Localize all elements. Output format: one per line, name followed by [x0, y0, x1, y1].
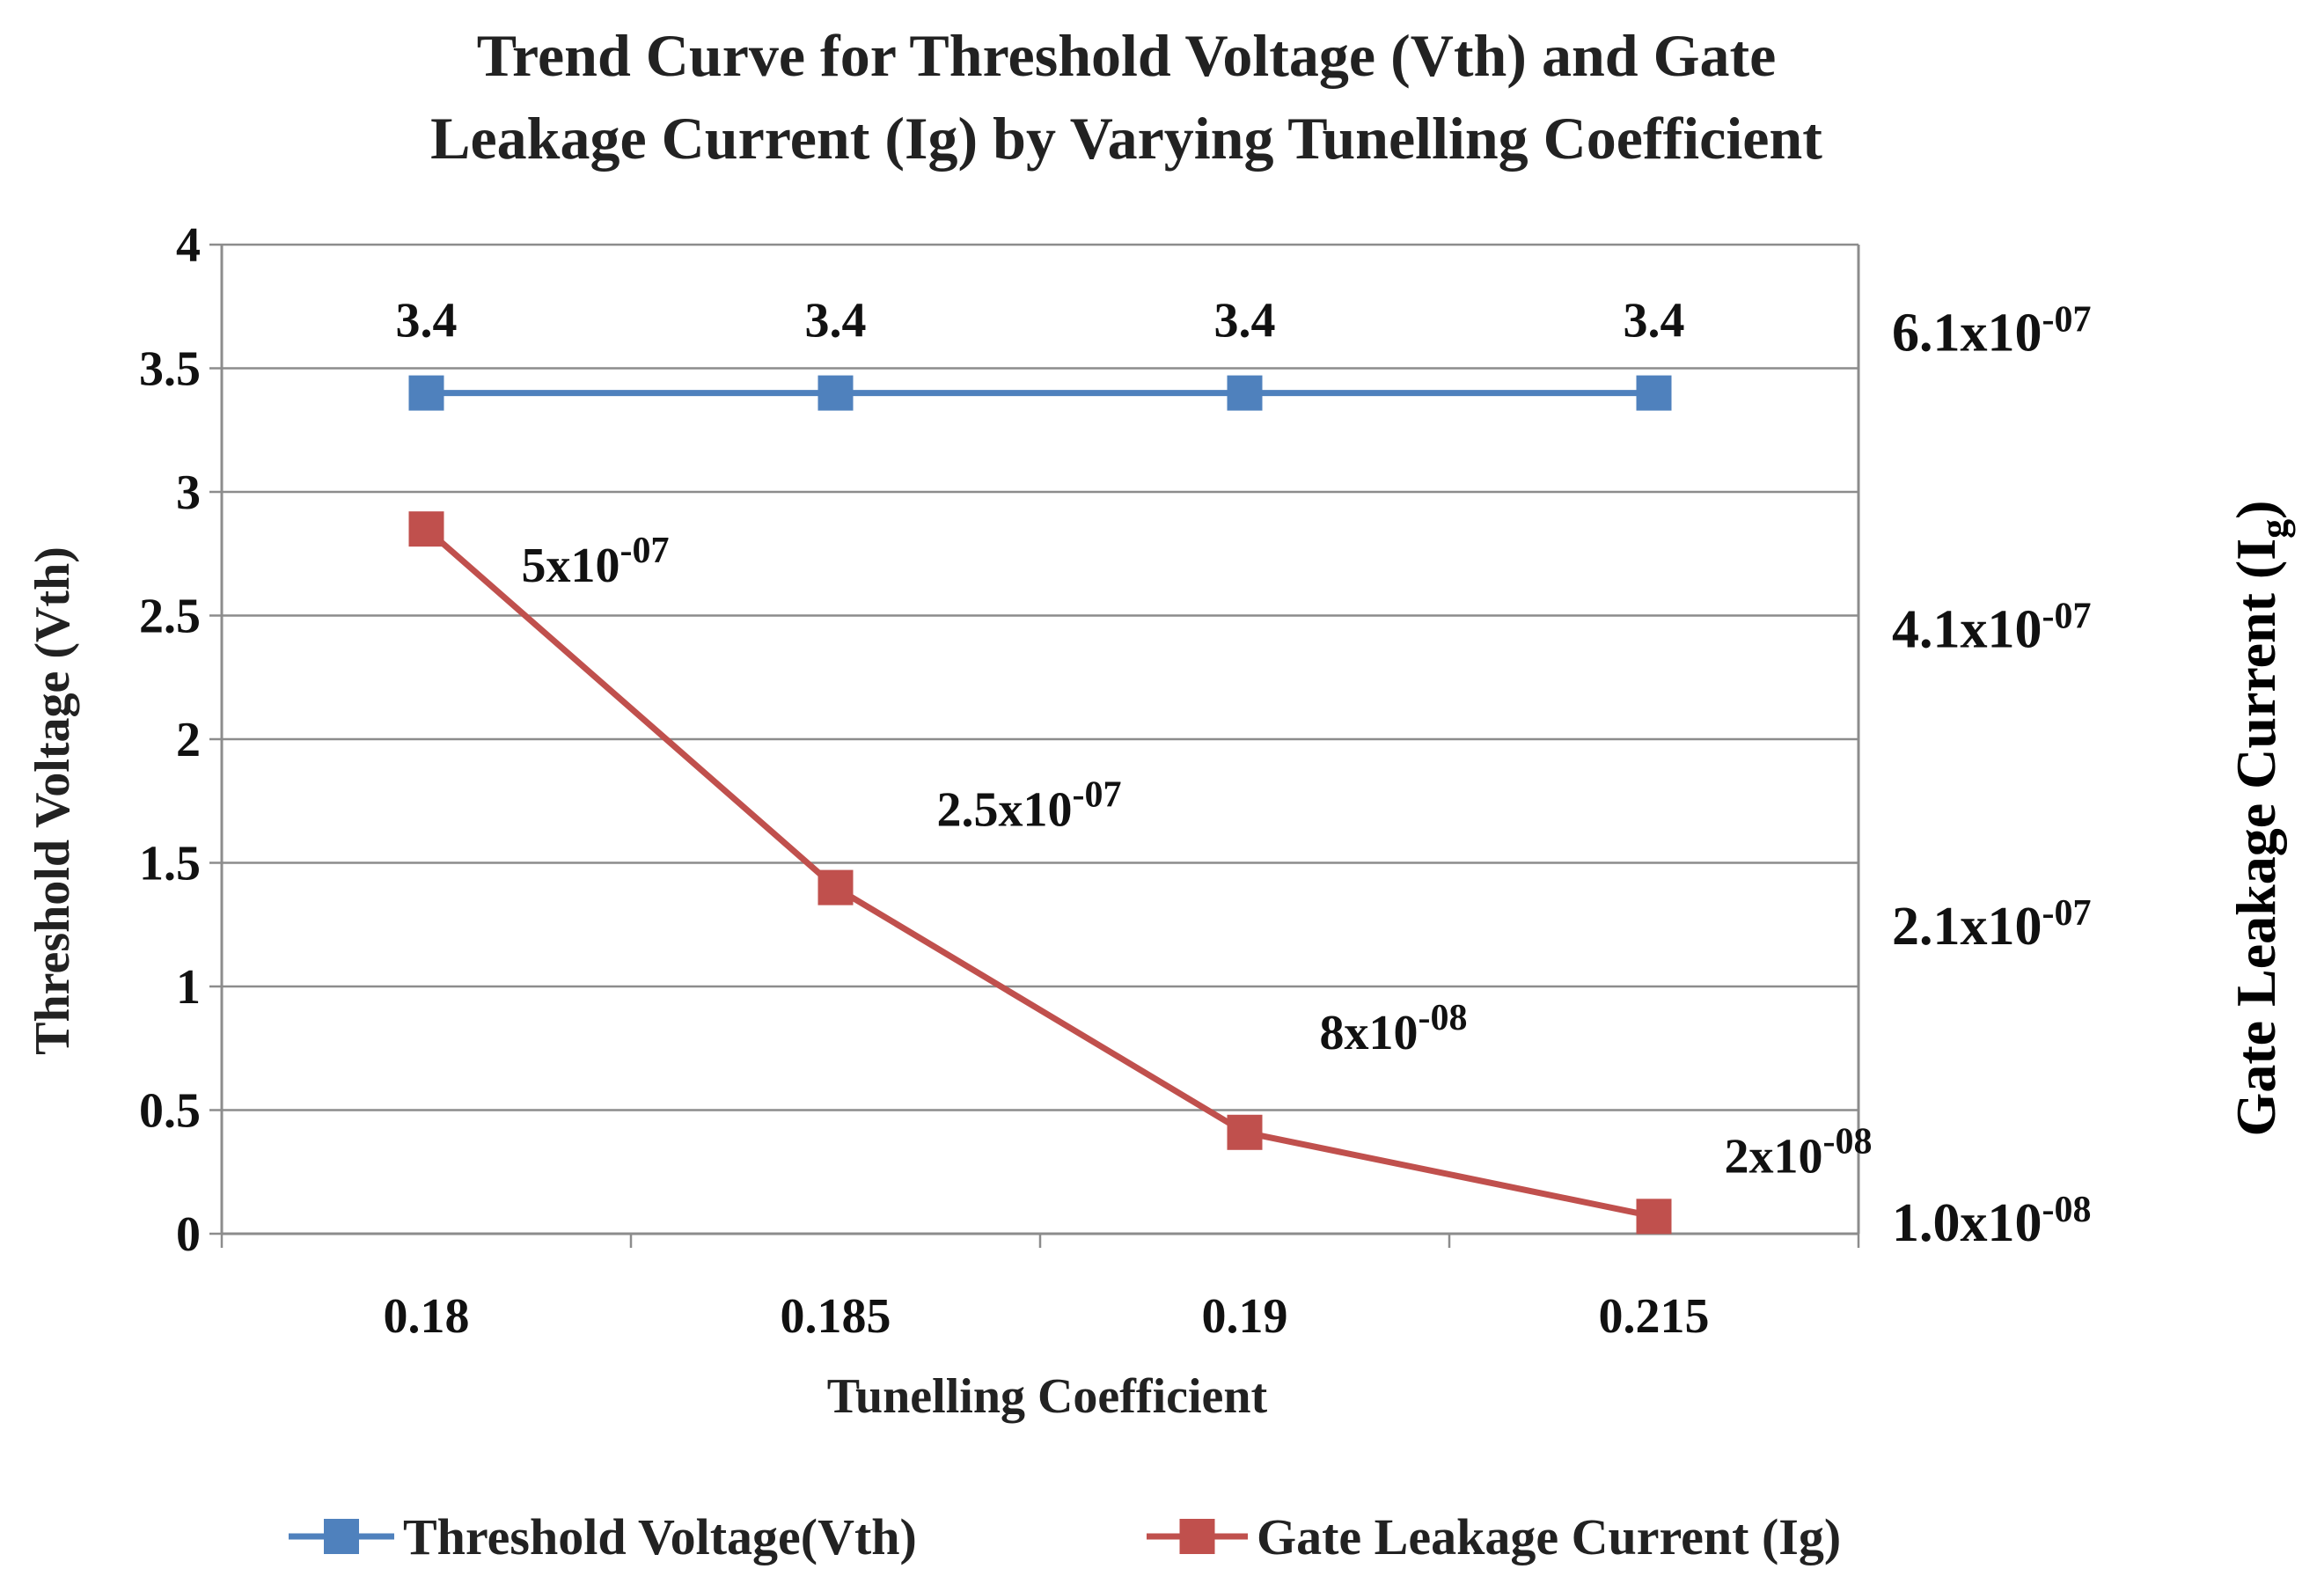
- y-tick-label: 0.5: [139, 1084, 201, 1139]
- y2-tick-label-exponent: -08: [2042, 1190, 2092, 1230]
- y2-tick-label-exponent: -07: [2042, 299, 2092, 340]
- legend: Threshold Voltage(Vth) Gate Leakage Curre…: [289, 1508, 1841, 1565]
- data-label-ig: 8x10-08: [1320, 998, 1468, 1060]
- y-tick-label: 2.5: [139, 590, 201, 644]
- x-axis-label: Tunelling Coefficient: [827, 1369, 1268, 1424]
- y2-tick-label-base: 4.1x10: [1892, 600, 2042, 660]
- data-label-ig-base: 2x10: [1725, 1129, 1823, 1184]
- y-tick-label: 3.5: [139, 342, 201, 397]
- y-axis-label: Threshold Voltage (Vth): [26, 546, 80, 1055]
- data-label-ig-exponent: -08: [1823, 1121, 1873, 1162]
- data-label-ig: 2x10-08: [1725, 1121, 1873, 1184]
- data-label-vth-base: 3.4: [1624, 294, 1685, 348]
- y-tick-label: 1.5: [139, 837, 201, 891]
- y-tick-label: 3: [176, 466, 201, 520]
- x-tick-label: 0.19: [1202, 1289, 1288, 1344]
- data-labels: 3.4 3.4 3.4 3.45x10-072.5x10-078x10-082x10-…: [396, 294, 1873, 1184]
- series-marker-gate-leakage-current: [408, 511, 444, 547]
- data-label-ig: 2.5x10-07: [937, 775, 1122, 838]
- y2-tick-label: 2.1x10-07: [1892, 893, 2092, 957]
- series-marker-gate-leakage-current: [1227, 1114, 1263, 1150]
- y2-axis-label-close: ): [2225, 501, 2287, 519]
- y-tick-label: 0: [176, 1207, 201, 1262]
- y2-axis-ticks: 1.0x10-082.1x10-074.1x10-076.1x10-07: [1892, 299, 2092, 1253]
- data-label-vth-base: 3.4: [396, 294, 458, 348]
- y2-axis-label: Gate Leakage Current (Ig): [2225, 501, 2296, 1137]
- series-marker-threshold-voltage: [1636, 375, 1672, 411]
- y2-tick-label: 1.0x10-08: [1892, 1190, 2092, 1253]
- y2-tick-label-base: 1.0x10: [1892, 1193, 2042, 1253]
- data-label-ig-base: 5x10: [522, 539, 620, 593]
- y2-tick-label: 4.1x10-07: [1892, 597, 2092, 660]
- y2-axis-label-subscript: g: [2253, 519, 2296, 539]
- y2-axis-label-text: Gate Leakage Current (I: [2225, 539, 2287, 1137]
- chart-title-line-1: Trend Curve for Threshold Voltage (Vth) …: [477, 22, 1777, 89]
- series-line-gate-leakage-current: [424, 526, 1655, 1220]
- x-tick-label: 0.18: [384, 1289, 470, 1344]
- data-label-vth: 3.4: [1624, 294, 1685, 348]
- data-label-ig-exponent: -08: [1419, 998, 1468, 1038]
- y2-tick-label-base: 2.1x10: [1892, 897, 2042, 957]
- y-tick-label: 1: [176, 960, 201, 1015]
- y2-tick-label-base: 6.1x10: [1892, 303, 2042, 363]
- y-tick-label: 2: [176, 713, 201, 767]
- legend-swatch-marker: [1179, 1519, 1215, 1554]
- data-label-ig-base: 2.5x10: [937, 783, 1073, 838]
- y-axis-ticks: 0 0.5 1 1.5 2 2.5 3 3.5 4: [139, 218, 222, 1262]
- y-tick-label: 4: [176, 218, 201, 273]
- gridlines: [222, 243, 1858, 1111]
- data-label-vth: 3.4: [396, 294, 458, 348]
- legend-label: Threshold Voltage(Vth): [403, 1508, 917, 1565]
- data-label-vth-base: 3.4: [1214, 294, 1276, 348]
- series-marker-gate-leakage-current: [817, 869, 854, 905]
- series-marker-gate-leakage-current: [1636, 1199, 1672, 1235]
- data-label-vth: 3.4: [1214, 294, 1276, 348]
- chart-title-line-2: Leakage Current (Ig) by Varying Tunellin…: [430, 105, 1822, 172]
- series-marker-threshold-voltage: [817, 375, 854, 411]
- legend-swatch-marker: [324, 1519, 359, 1554]
- data-label-ig-exponent: -07: [1073, 775, 1122, 816]
- legend-label: Gate Leakage Current (Ig): [1257, 1508, 1841, 1565]
- y2-tick-label-exponent: -07: [2042, 597, 2092, 637]
- series-marker-threshold-voltage: [1227, 375, 1263, 411]
- series-marker-threshold-voltage: [408, 375, 444, 411]
- y2-tick-label: 6.1x10-07: [1892, 299, 2092, 363]
- x-axis-ticks: 0.18 0.185 0.19 0.215: [220, 1234, 1860, 1344]
- data-label-vth-base: 3.4: [805, 294, 867, 348]
- data-label-vth: 3.4: [805, 294, 867, 348]
- data-label-ig-base: 8x10: [1320, 1006, 1419, 1060]
- y2-tick-label-exponent: -07: [2042, 893, 2092, 934]
- data-label-ig: 5x10-07: [522, 531, 670, 593]
- x-tick-label: 0.185: [781, 1289, 891, 1344]
- x-tick-label: 0.215: [1599, 1289, 1710, 1344]
- series: [408, 375, 1672, 1235]
- data-label-ig-exponent: -07: [620, 531, 670, 571]
